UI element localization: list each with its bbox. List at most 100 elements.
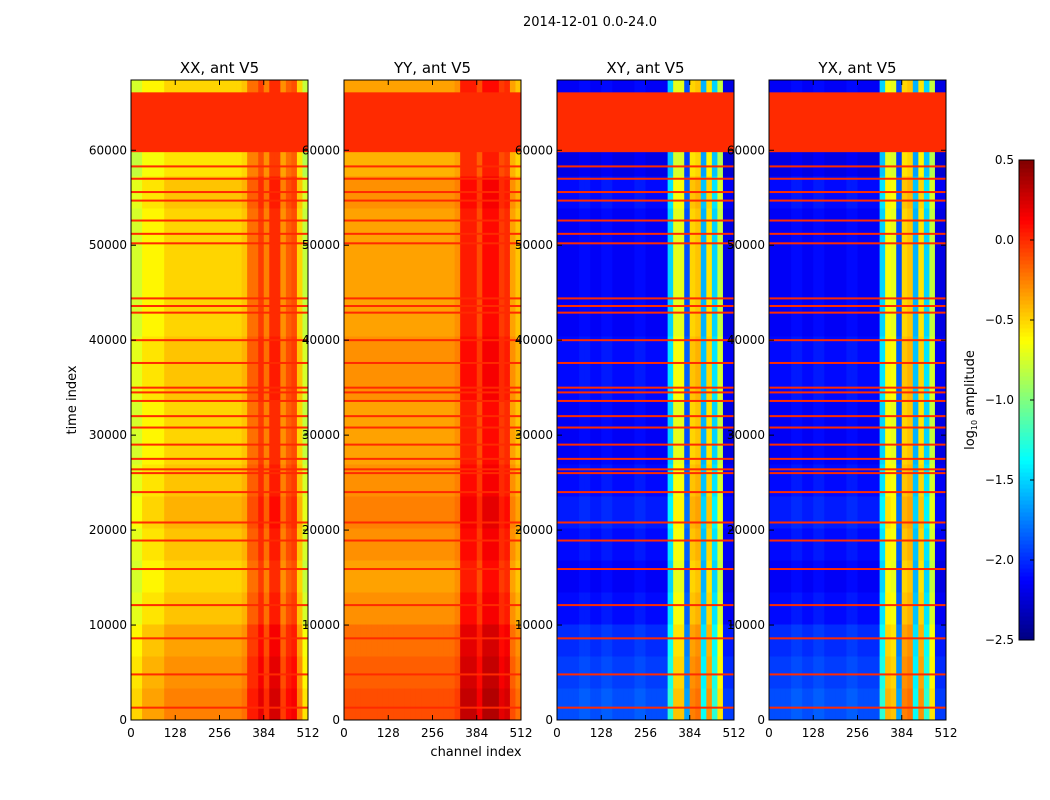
heatmap-cell bbox=[274, 368, 281, 401]
heatmap-cell bbox=[415, 272, 422, 305]
heatmap-cell bbox=[438, 144, 445, 177]
colorbar-segment bbox=[1019, 476, 1034, 481]
heatmap-cell bbox=[302, 688, 309, 721]
flagged-row bbox=[131, 232, 308, 235]
heatmap-cell bbox=[684, 496, 691, 529]
colorbar-segment bbox=[1019, 348, 1034, 353]
heatmap-cell bbox=[147, 144, 154, 177]
heatmap-cell bbox=[785, 560, 792, 593]
heatmap-cell bbox=[382, 624, 389, 657]
heatmap-cell bbox=[557, 624, 564, 657]
heatmap-cell bbox=[142, 688, 149, 721]
colorbar-segment bbox=[1019, 628, 1034, 633]
heatmap-cell bbox=[606, 272, 613, 305]
heatmap-cell bbox=[807, 208, 814, 241]
heatmap-cell bbox=[355, 624, 362, 657]
heatmap-cell bbox=[700, 464, 707, 497]
heatmap-cell bbox=[509, 144, 516, 177]
heatmap-cell bbox=[579, 272, 586, 305]
heatmap-cell bbox=[667, 336, 674, 369]
heatmap-cell bbox=[241, 432, 248, 465]
heatmap-cell bbox=[291, 496, 298, 529]
flagged-row bbox=[131, 386, 308, 389]
heatmap-cell bbox=[728, 144, 735, 177]
heatmap-cell bbox=[382, 496, 389, 529]
heatmap-cell bbox=[404, 272, 411, 305]
heatmap-cell bbox=[131, 240, 138, 273]
heatmap-cell bbox=[509, 624, 516, 657]
heatmap-cell bbox=[785, 528, 792, 561]
heatmap-cell bbox=[940, 208, 947, 241]
flagged-row bbox=[131, 568, 308, 571]
heatmap-cell bbox=[404, 592, 411, 625]
heatmap-cell bbox=[667, 496, 674, 529]
heatmap-cell bbox=[912, 656, 919, 689]
heatmap-cell bbox=[769, 656, 776, 689]
y-tick-label: 0 bbox=[757, 713, 765, 727]
heatmap-cell bbox=[164, 208, 171, 241]
flagged-row bbox=[557, 673, 734, 676]
heatmap-cell bbox=[722, 464, 729, 497]
heatmap-cell bbox=[399, 592, 406, 625]
heatmap-cell bbox=[349, 144, 356, 177]
heatmap-cell bbox=[393, 368, 400, 401]
heatmap-cell bbox=[728, 496, 735, 529]
heatmap-cell bbox=[562, 688, 569, 721]
heatmap-cell bbox=[601, 432, 608, 465]
heatmap-cell bbox=[438, 336, 445, 369]
heatmap-cell bbox=[169, 528, 176, 561]
heatmap-cell bbox=[142, 240, 149, 273]
heatmap-cell bbox=[388, 304, 395, 337]
heatmap-cell bbox=[717, 272, 724, 305]
heatmap-cell bbox=[454, 528, 461, 561]
heatmap-cell bbox=[482, 240, 489, 273]
heatmap-cell bbox=[191, 272, 198, 305]
heatmap-cell bbox=[700, 208, 707, 241]
heatmap-cell bbox=[573, 208, 580, 241]
heatmap-cell bbox=[874, 624, 881, 657]
heatmap-cell bbox=[153, 464, 160, 497]
heatmap-cell bbox=[236, 688, 243, 721]
flagged-row bbox=[131, 706, 308, 709]
heatmap-cell bbox=[645, 656, 652, 689]
heatmap-cell bbox=[382, 688, 389, 721]
heatmap-cell bbox=[197, 208, 204, 241]
heatmap-cell bbox=[366, 336, 373, 369]
heatmap-cell bbox=[136, 144, 143, 177]
heatmap-cell bbox=[785, 688, 792, 721]
heatmap-cell bbox=[285, 496, 292, 529]
heatmap-cell bbox=[617, 688, 624, 721]
heatmap-cell bbox=[879, 240, 886, 273]
heatmap-cell bbox=[595, 592, 602, 625]
heatmap-cell bbox=[493, 656, 500, 689]
heatmap-cell bbox=[907, 528, 914, 561]
heatmap-cell bbox=[568, 464, 575, 497]
heatmap-cell bbox=[158, 592, 165, 625]
heatmap-cell bbox=[274, 688, 281, 721]
colorbar-segment bbox=[1019, 532, 1034, 537]
heatmap-cell bbox=[131, 560, 138, 593]
heatmap-cell bbox=[465, 304, 472, 337]
heatmap-cell bbox=[885, 528, 892, 561]
heatmap-cell bbox=[573, 496, 580, 529]
heatmap-cell bbox=[673, 496, 680, 529]
heatmap-cell bbox=[907, 432, 914, 465]
heatmap-cell bbox=[623, 336, 630, 369]
heatmap-cell bbox=[573, 432, 580, 465]
heatmap-cell bbox=[410, 144, 417, 177]
heatmap-cell bbox=[360, 432, 367, 465]
heatmap-cell bbox=[360, 592, 367, 625]
heatmap-cell bbox=[241, 592, 248, 625]
heatmap-cell bbox=[247, 528, 254, 561]
heatmap-cell bbox=[493, 240, 500, 273]
heatmap-cell bbox=[482, 624, 489, 657]
heatmap-cell bbox=[236, 208, 243, 241]
heatmap-cell bbox=[796, 624, 803, 657]
colorbar-segment bbox=[1019, 556, 1034, 561]
heatmap-cell bbox=[280, 272, 287, 305]
heatmap-cell bbox=[590, 144, 597, 177]
colorbar-segment bbox=[1019, 520, 1034, 525]
heatmap-cell bbox=[829, 336, 836, 369]
heatmap-cell bbox=[807, 688, 814, 721]
heatmap-cell bbox=[584, 432, 591, 465]
